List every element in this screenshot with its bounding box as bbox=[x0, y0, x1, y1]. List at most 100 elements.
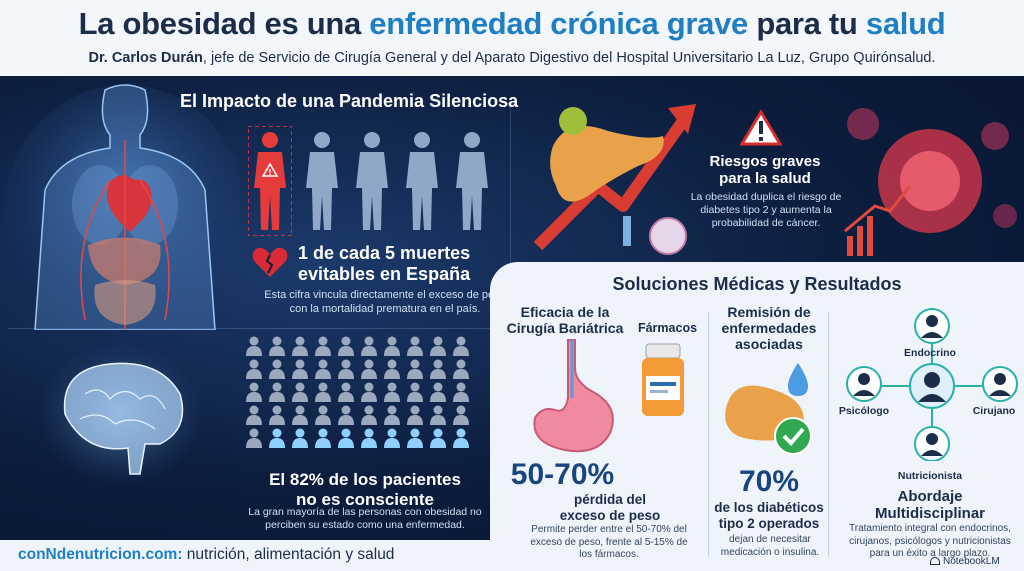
unaware-line-1: El 82% de los pacientes bbox=[269, 470, 461, 489]
unaware-person-icon bbox=[361, 359, 377, 379]
unaware-line-2: no es consciente bbox=[296, 490, 434, 509]
unaware-person-icon bbox=[315, 336, 331, 356]
surgery-title: Eficacia de la Cirugía Bariátrica bbox=[500, 304, 630, 336]
team-node-psicologo: Psicólogo bbox=[838, 405, 890, 417]
risks-description: La obesidad duplica el riesgo de diabete… bbox=[690, 191, 842, 229]
unaware-person-icon bbox=[453, 405, 469, 425]
title-part-2: enfermedad crónica grave bbox=[369, 6, 748, 41]
risks-title: Riesgos graves para la salud bbox=[700, 153, 830, 187]
pill-bottle-icon bbox=[642, 343, 684, 416]
title-part-3: para tu bbox=[748, 6, 866, 41]
unaware-person-icon bbox=[430, 359, 446, 379]
surgery-title-line-1: Eficacia de la bbox=[520, 304, 610, 320]
author-role: , jefe de Servicio de Cirugía General y … bbox=[202, 50, 936, 66]
footer-site-link[interactable]: conNdenutricion.com: bbox=[18, 546, 183, 563]
surgery-sub-line-1: pérdida del bbox=[573, 492, 646, 507]
aware-person-icon bbox=[292, 428, 308, 448]
pancreas-risk-icon bbox=[533, 104, 696, 255]
unaware-person-icon bbox=[384, 359, 400, 379]
unaware-person-icon bbox=[407, 382, 423, 402]
footer-tagline: nutrición, alimentación y salud bbox=[182, 546, 395, 563]
unaware-person-icon bbox=[315, 405, 331, 425]
notebooklm-icon bbox=[930, 557, 940, 565]
aware-person-icon bbox=[384, 428, 400, 448]
deaths-stat: 1 de cada 5 muertes evitables en España bbox=[298, 243, 470, 285]
team-title: Abordaje Multidisciplinar bbox=[840, 488, 1020, 522]
author-name: Dr. Carlos Durán bbox=[88, 50, 203, 66]
unaware-person-icon bbox=[453, 382, 469, 402]
unaware-person-icon bbox=[361, 382, 377, 402]
person-icon bbox=[400, 126, 444, 236]
unaware-person-icon bbox=[407, 359, 423, 379]
anatomy-body-icon bbox=[5, 84, 240, 330]
remission-title-line-1: Remisión de bbox=[727, 304, 811, 320]
risks-title-line-2: para la salud bbox=[719, 170, 811, 187]
title-part-1: La obesidad es una bbox=[78, 6, 370, 41]
notebooklm-label: NotebookLM bbox=[943, 556, 1000, 567]
unaware-person-icon bbox=[246, 382, 262, 402]
team-title-line-2: Multidisciplinar bbox=[874, 505, 985, 522]
unaware-person-icon bbox=[361, 405, 377, 425]
header: La obesidad es una enfermedad crónica gr… bbox=[0, 0, 1024, 76]
footer-text: conNdenutricion.com: nutrición, alimenta… bbox=[18, 546, 394, 564]
page-subtitle: Dr. Carlos Durán, jefe de Servicio de Ci… bbox=[0, 50, 1024, 66]
person-icon bbox=[350, 126, 394, 236]
unaware-person-icon bbox=[338, 359, 354, 379]
unaware-person-icon bbox=[315, 382, 331, 402]
aware-person-icon bbox=[453, 428, 469, 448]
unaware-person-icon bbox=[453, 359, 469, 379]
person-icon bbox=[300, 126, 344, 236]
team-node-endocrino: Endocrino bbox=[904, 347, 956, 359]
cancer-cell-icon bbox=[844, 108, 1017, 256]
remission-sub: de los diabéticos tipo 2 operados bbox=[712, 500, 826, 532]
unaware-person-icon bbox=[292, 336, 308, 356]
divider bbox=[828, 312, 829, 557]
impact-title: El Impacto de una Pandemia Silenciosa bbox=[180, 91, 519, 111]
unaware-person-icon bbox=[292, 359, 308, 379]
aware-person-icon bbox=[361, 428, 377, 448]
person-icon bbox=[450, 126, 494, 236]
remission-sub-line-2: tipo 2 operados bbox=[718, 516, 820, 531]
team-description: Tratamiento integral con endocrinos, cir… bbox=[849, 523, 1011, 559]
warning-icon bbox=[740, 110, 782, 146]
unaware-person-icon bbox=[453, 336, 469, 356]
team-network-diagram bbox=[846, 308, 1018, 461]
unaware-person-icon bbox=[384, 336, 400, 356]
surgery-big-stat: 50-70% bbox=[510, 458, 615, 491]
team-node-nutricionista: Nutricionista bbox=[897, 470, 963, 482]
solutions-title: Soluciones Médicas y Resultados bbox=[612, 274, 902, 294]
deaths-line-1: 1 de cada 5 muertes bbox=[298, 243, 471, 263]
unaware-person-icon bbox=[430, 405, 446, 425]
footer: conNdenutricion.com: nutrición, alimenta… bbox=[0, 540, 490, 571]
unaware-person-icon bbox=[246, 336, 262, 356]
title-part-4: salud bbox=[865, 6, 946, 41]
svg-text:!: ! bbox=[268, 168, 272, 177]
unaware-person-icon bbox=[407, 336, 423, 356]
aware-person-icon bbox=[407, 428, 423, 448]
unaware-stat: El 82% de los pacientes no es consciente bbox=[240, 470, 490, 510]
person-at-risk-icon: ! bbox=[247, 125, 293, 237]
unaware-description: La gran mayoría de las personas con obes… bbox=[248, 506, 482, 531]
remission-title: Remisión de enfermedades asociadas bbox=[712, 304, 826, 352]
unaware-person-icon bbox=[315, 359, 331, 379]
broken-heart-icon bbox=[252, 247, 288, 277]
deaths-line-2: evitables en España bbox=[298, 264, 471, 284]
unaware-person-icon bbox=[292, 382, 308, 402]
unaware-person-icon bbox=[338, 405, 354, 425]
drugs-label: Fármacos bbox=[637, 321, 698, 335]
unaware-person-icon bbox=[292, 405, 308, 425]
aware-person-icon bbox=[269, 428, 285, 448]
page-title: La obesidad es una enfermedad crónica gr… bbox=[0, 6, 1024, 42]
remission-sub-line-1: de los diabéticos bbox=[714, 500, 824, 515]
surgery-description: Permite perder entre el 50-70% del exces… bbox=[530, 524, 688, 560]
pancreas-check-icon bbox=[725, 363, 812, 455]
unaware-person-icon bbox=[361, 336, 377, 356]
awareness-person-grid bbox=[246, 336, 469, 448]
solutions-panel: Soluciones Médicas y Resultados Eficacia… bbox=[490, 262, 1024, 571]
unaware-person-icon bbox=[430, 336, 446, 356]
unaware-person-icon bbox=[269, 382, 285, 402]
unaware-person-icon bbox=[246, 428, 262, 448]
unaware-person-icon bbox=[269, 336, 285, 356]
unaware-person-icon bbox=[407, 405, 423, 425]
surgery-sub-line-2: exceso de peso bbox=[559, 508, 661, 523]
